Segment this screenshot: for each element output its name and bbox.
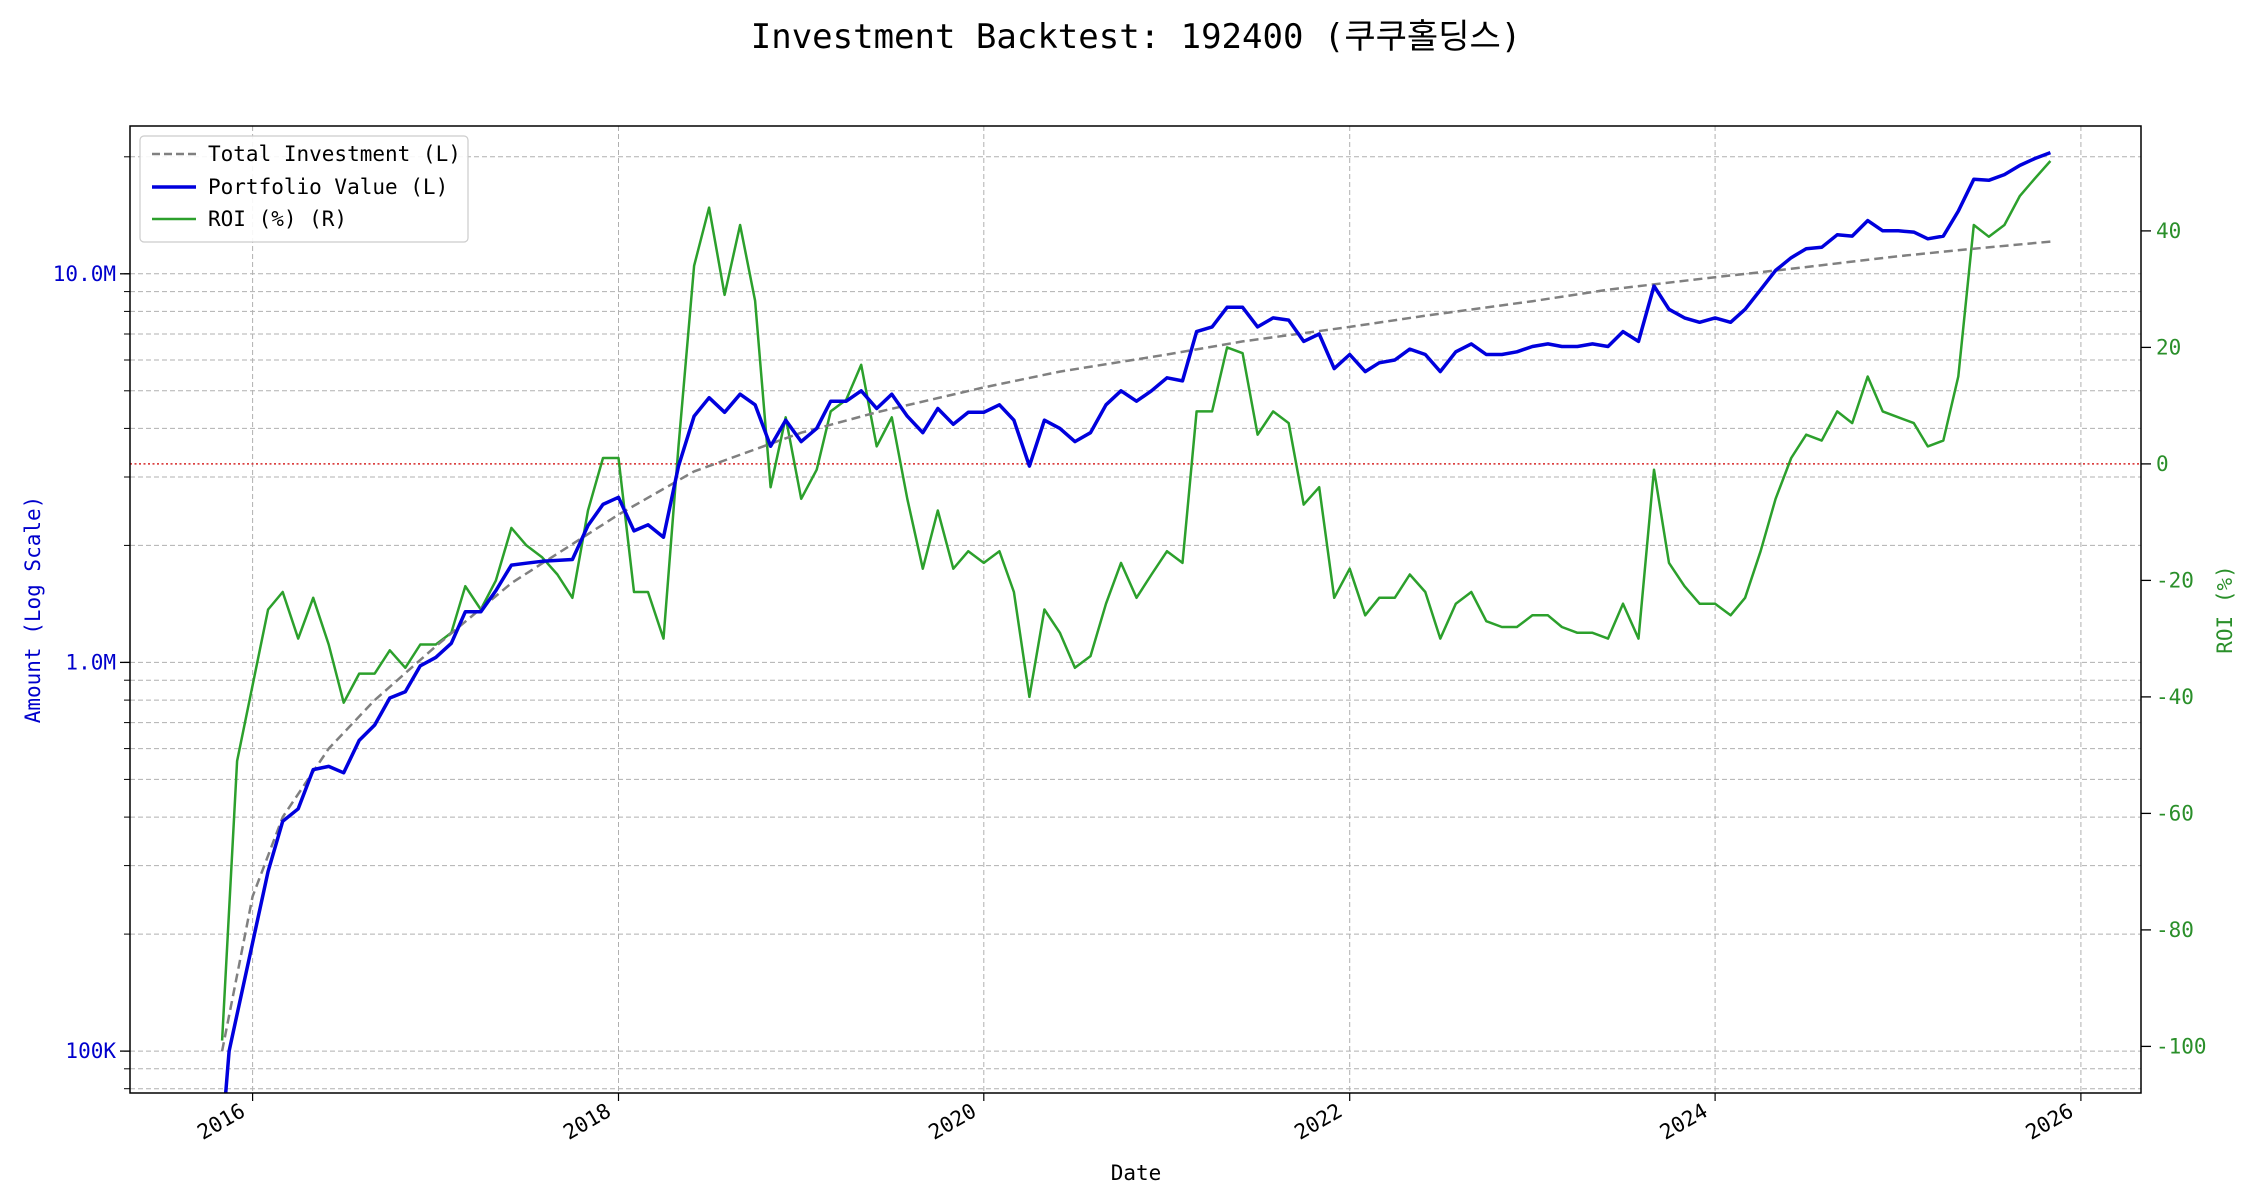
- y-right-tick-label: -80: [2156, 918, 2194, 942]
- y-axis-left-label: Amount (Log Scale): [21, 496, 45, 724]
- grid-layer: [130, 126, 2141, 1093]
- legend-box: [139, 135, 469, 243]
- y-axis-right-label: ROI (%): [2213, 565, 2237, 654]
- y-right-tick-label: -40: [2156, 685, 2194, 709]
- series-total-investment: [220, 240, 2051, 1052]
- y-right-tick-label: 0: [2156, 452, 2169, 476]
- x-axis-label: Date: [1111, 1161, 1162, 1185]
- legend-label-portfolio-value: Portfolio Value (L): [208, 175, 448, 199]
- legend-label-roi: ROI (%) (R): [208, 207, 347, 231]
- series-layer: [130, 150, 2141, 1093]
- y-left-tick-label: 100K: [65, 1039, 116, 1063]
- y-right-tick-label: -20: [2156, 568, 2194, 592]
- y-left-tick-label: 10.0M: [53, 262, 116, 286]
- y-right-tick-label: -60: [2156, 801, 2194, 825]
- y-left-tick-label: 1.0M: [65, 650, 116, 674]
- plot-frame: [129, 125, 2142, 1094]
- legend: Total Investment (L) Portfolio Value (L)…: [139, 135, 469, 243]
- legend-label-total-investment: Total Investment (L): [208, 142, 461, 166]
- series-portfolio-value: [223, 150, 2052, 1093]
- y-right-tick-label: 20: [2156, 335, 2181, 359]
- y-right-tick-label: 40: [2156, 219, 2181, 243]
- chart-title: Investment Backtest: 192400 (쿠쿠홀딩스): [751, 17, 1522, 57]
- series-roi: [220, 160, 2052, 1041]
- y-right-tick-label: -100: [2156, 1034, 2207, 1058]
